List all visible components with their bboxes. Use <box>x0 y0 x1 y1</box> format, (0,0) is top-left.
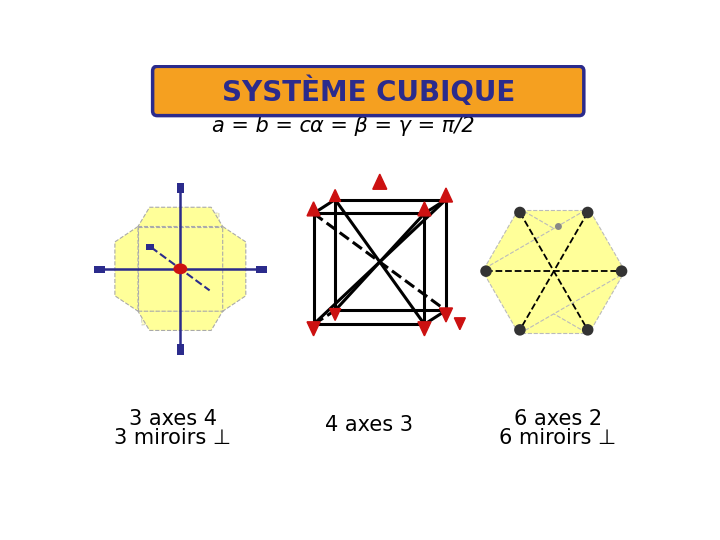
Polygon shape <box>307 202 320 216</box>
Ellipse shape <box>480 265 492 277</box>
FancyBboxPatch shape <box>153 66 584 116</box>
Polygon shape <box>482 208 626 334</box>
Ellipse shape <box>514 324 526 336</box>
Text: a = b = c: a = b = c <box>212 117 311 137</box>
Bar <box>177 183 184 193</box>
Ellipse shape <box>174 264 187 274</box>
Polygon shape <box>330 308 341 320</box>
Text: SYSTÈME CUBIQUE: SYSTÈME CUBIQUE <box>222 77 516 107</box>
Text: 3 axes 4: 3 axes 4 <box>129 409 217 429</box>
Text: 4 axes 3: 4 axes 3 <box>325 415 413 435</box>
Polygon shape <box>115 226 138 311</box>
Text: α = β = γ = π/2: α = β = γ = π/2 <box>310 117 474 137</box>
Polygon shape <box>439 188 452 202</box>
Bar <box>146 244 154 249</box>
Ellipse shape <box>616 265 627 277</box>
Polygon shape <box>138 311 222 330</box>
Bar <box>177 345 184 355</box>
Ellipse shape <box>582 324 593 336</box>
Polygon shape <box>373 174 387 189</box>
Polygon shape <box>439 308 452 322</box>
Polygon shape <box>307 322 320 336</box>
Polygon shape <box>138 213 222 325</box>
Ellipse shape <box>555 223 562 230</box>
Text: 6 axes 2: 6 axes 2 <box>513 409 602 429</box>
Polygon shape <box>418 202 431 216</box>
Ellipse shape <box>514 207 526 218</box>
Polygon shape <box>482 208 626 334</box>
Bar <box>256 266 266 273</box>
Polygon shape <box>138 207 222 226</box>
Polygon shape <box>222 226 246 311</box>
Polygon shape <box>454 318 465 330</box>
Polygon shape <box>418 322 431 336</box>
Text: 6 miroirs ⊥: 6 miroirs ⊥ <box>499 428 616 448</box>
Polygon shape <box>138 226 222 311</box>
Ellipse shape <box>582 207 593 218</box>
Polygon shape <box>517 210 590 333</box>
Polygon shape <box>330 190 341 201</box>
Text: 3 miroirs ⊥: 3 miroirs ⊥ <box>114 428 231 448</box>
Bar <box>94 266 105 273</box>
